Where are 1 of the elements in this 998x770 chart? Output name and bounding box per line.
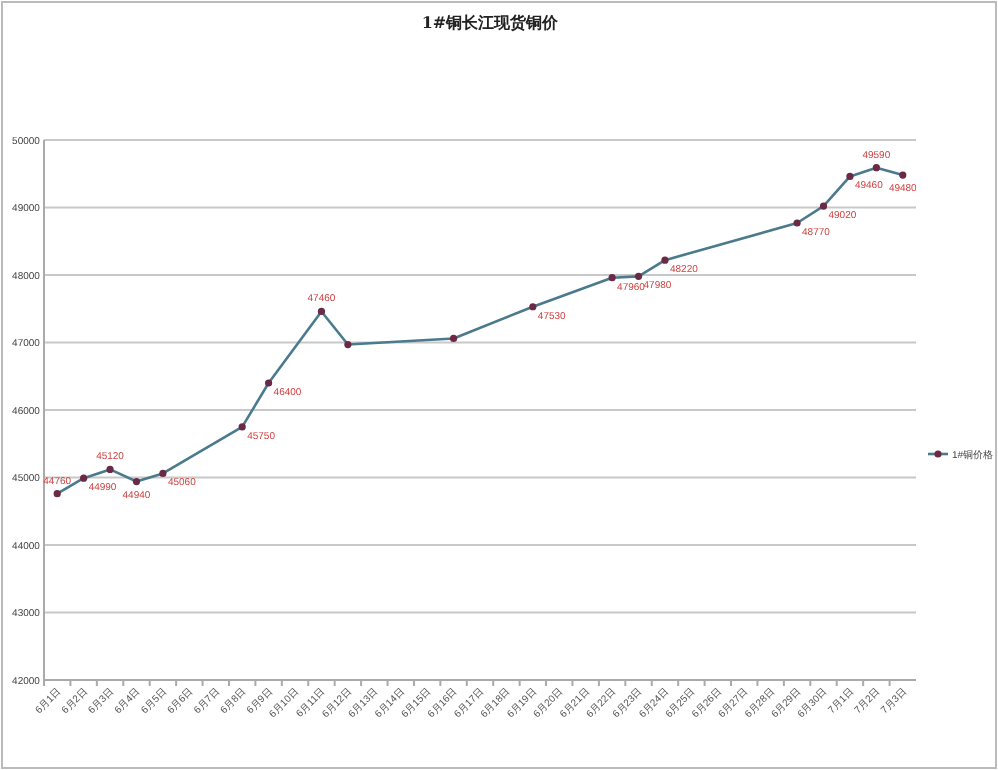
- chart-title: 1#铜长江现货铜价: [421, 12, 561, 32]
